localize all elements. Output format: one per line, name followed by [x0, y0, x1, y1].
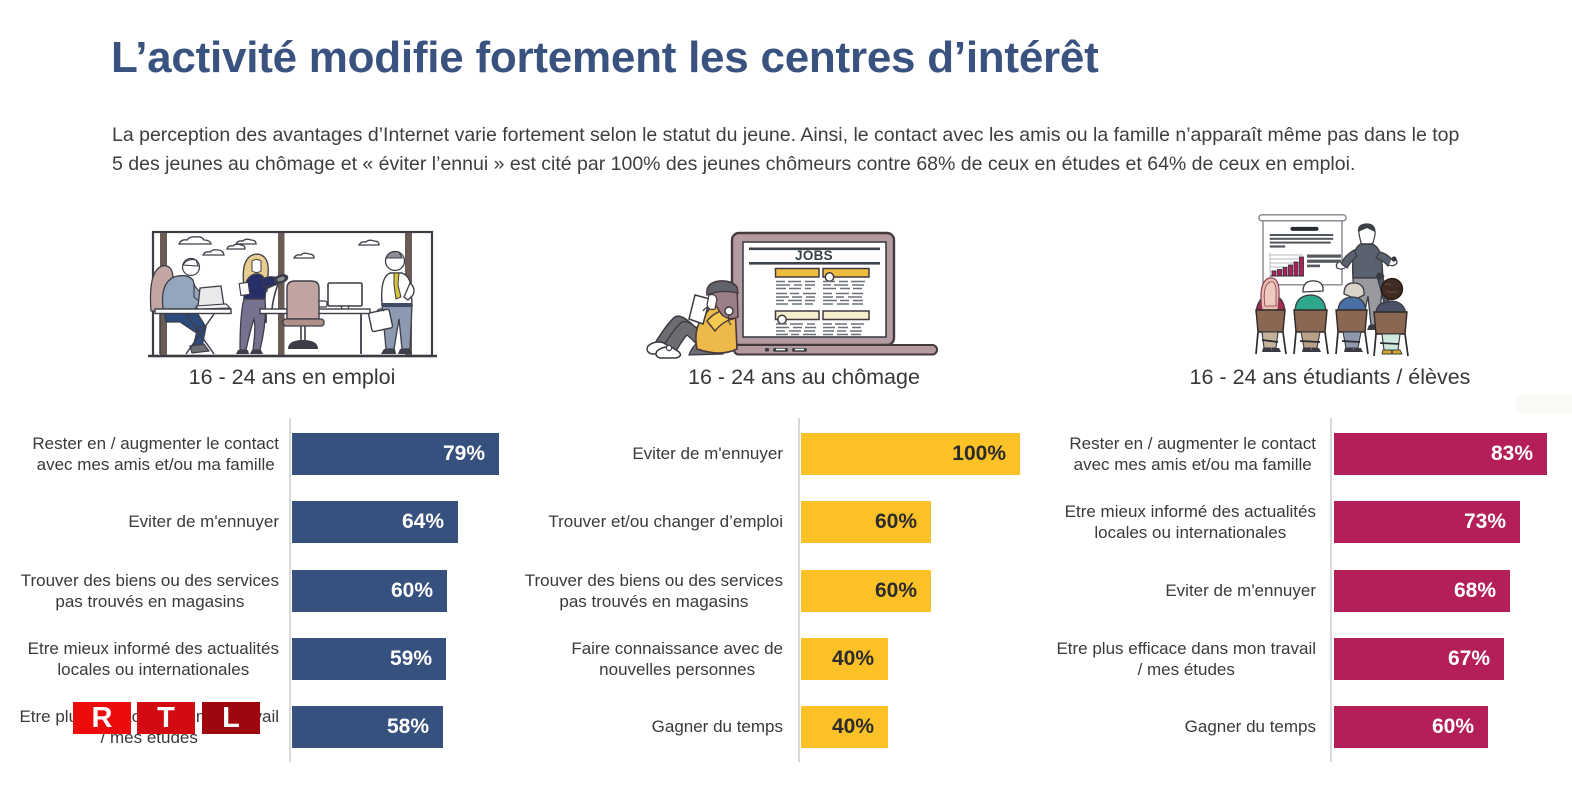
- svg-text:JOBS: JOBS: [795, 248, 833, 263]
